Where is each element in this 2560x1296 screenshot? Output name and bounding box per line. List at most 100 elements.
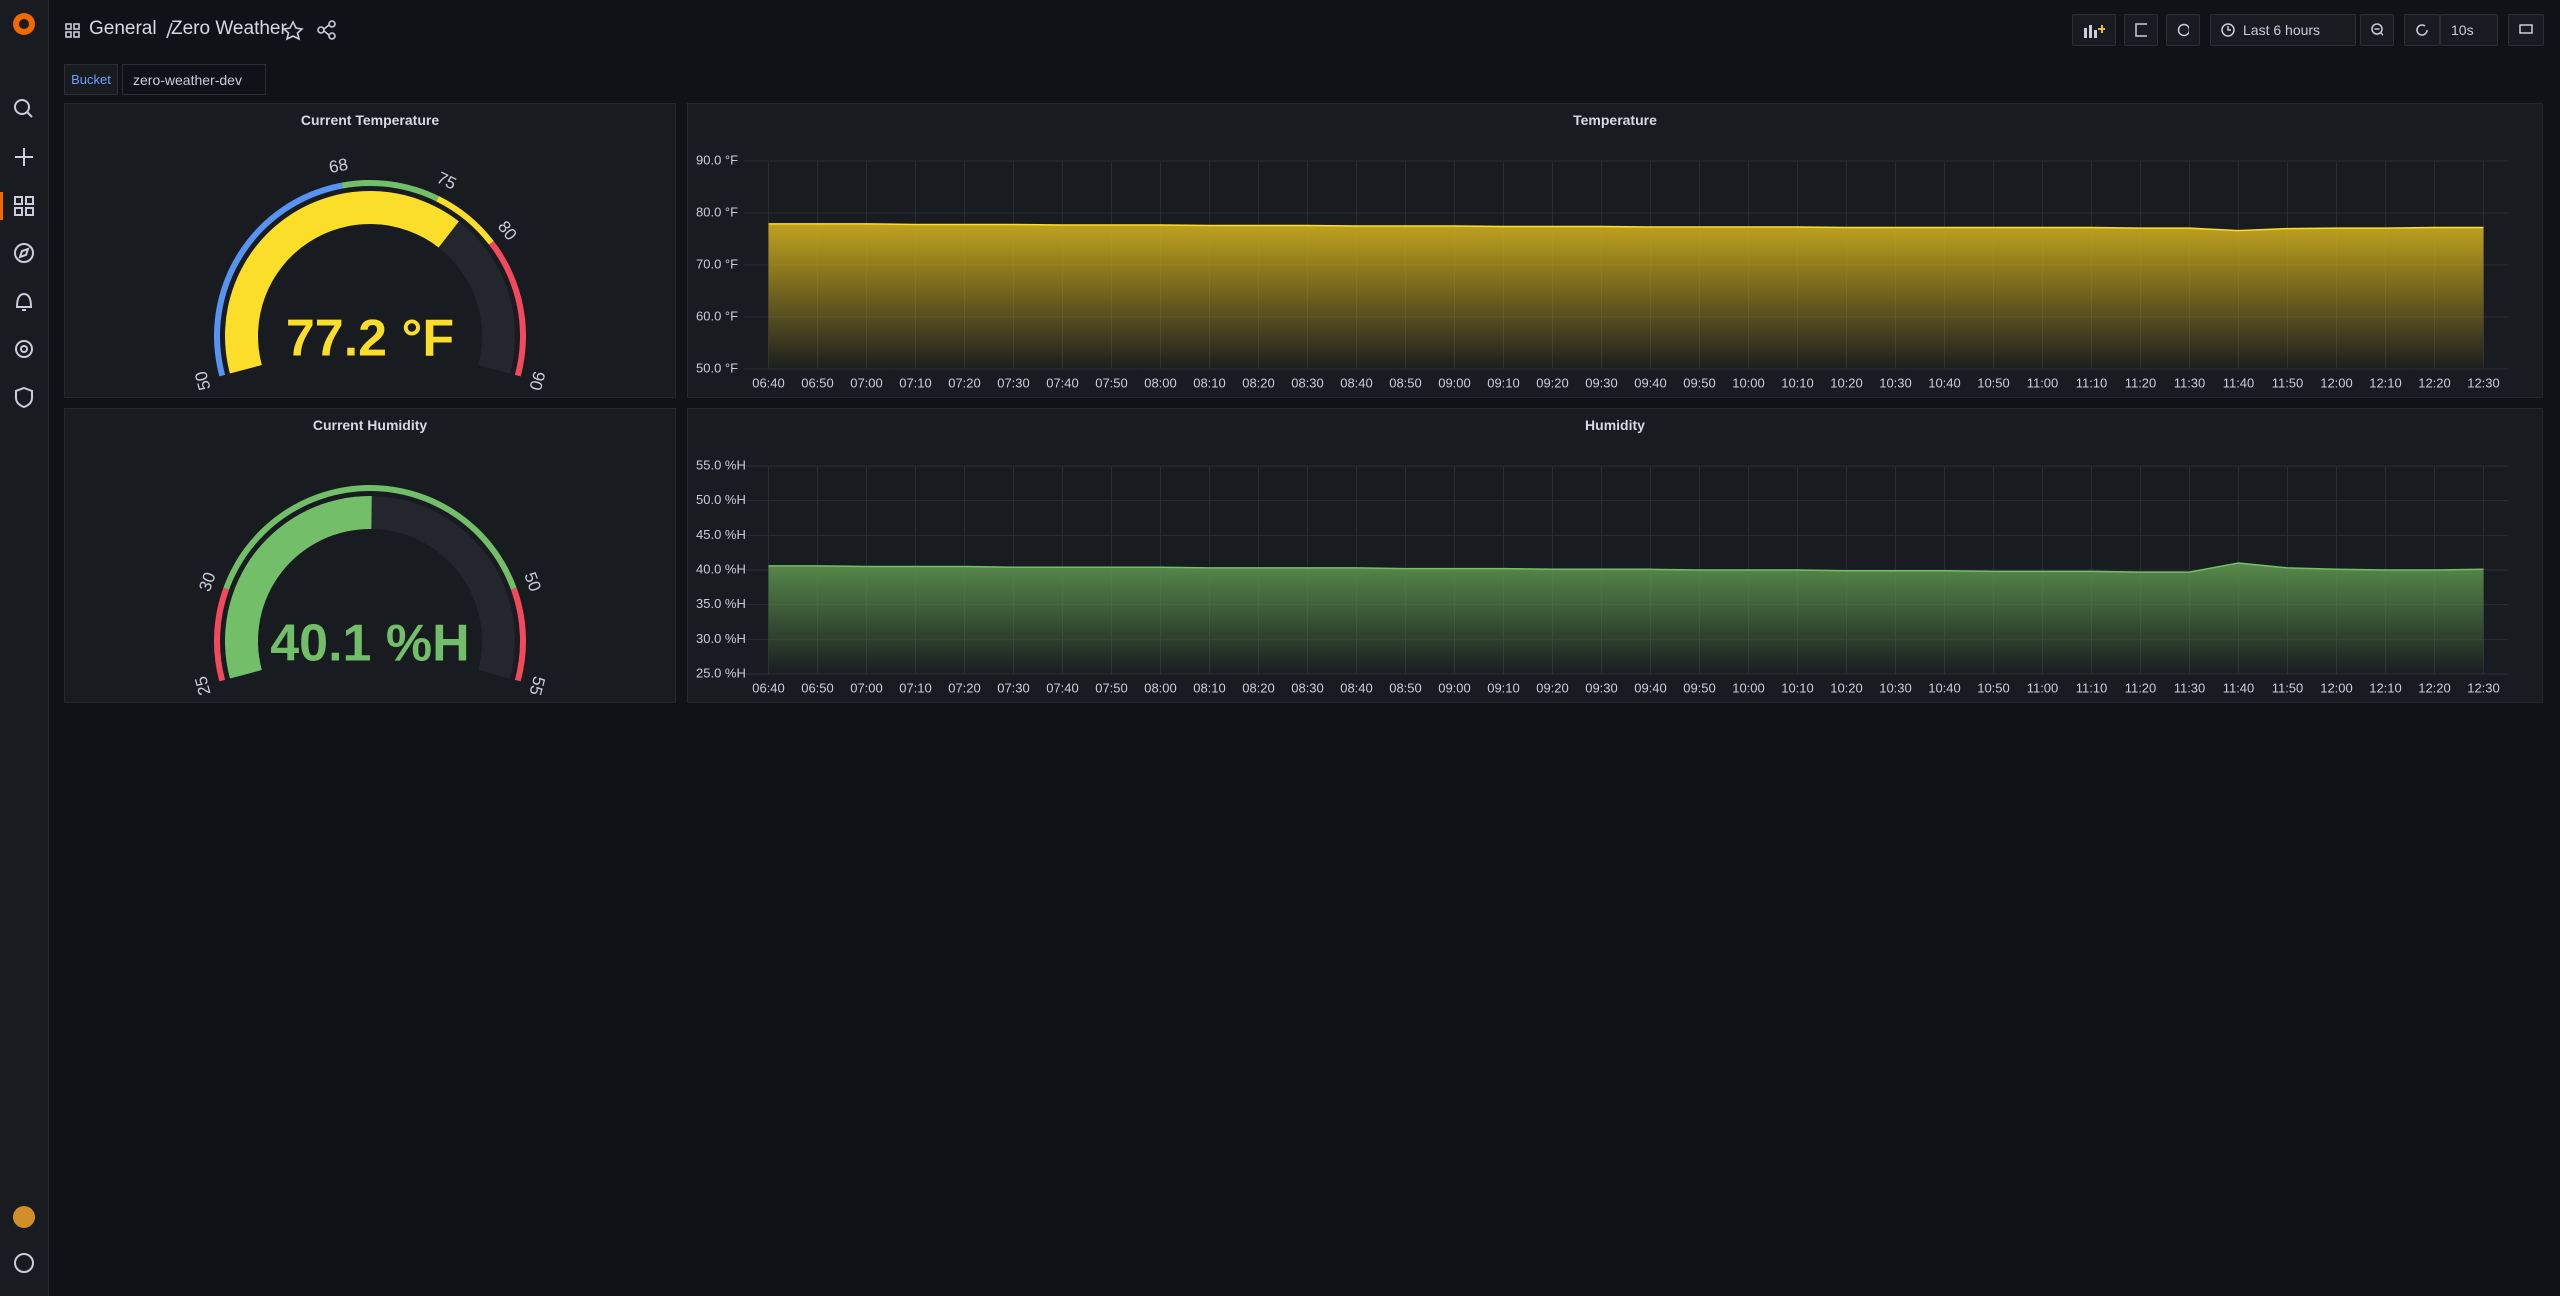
x-tick-label: 11:40: [2223, 680, 2255, 695]
gauge-tick-label: 30: [195, 570, 219, 594]
gauge-value-bar: [225, 191, 459, 374]
x-tick-label: 08:10: [1193, 680, 1226, 695]
settings-icon: [2177, 23, 2189, 37]
time-range: Last 6 hours: [2243, 22, 2321, 38]
dashboard-icon: [65, 23, 80, 38]
x-tick-label: 11:40: [2223, 375, 2255, 390]
server-admin-icon[interactable]: [15, 386, 33, 409]
y-tick-label: 80.0 °F: [696, 204, 738, 219]
x-tick-label: 09:10: [1487, 680, 1520, 695]
add-panel-button[interactable]: [2072, 14, 2116, 46]
x-tick-label: 09:50: [1683, 680, 1716, 695]
breadcrumb-dashboard[interactable]: Zero Weather: [171, 18, 287, 39]
x-tick-label: 08:50: [1389, 375, 1422, 390]
x-tick-label: 08:40: [1340, 375, 1373, 390]
config-icon[interactable]: [15, 340, 33, 358]
explore-icon[interactable]: [14, 243, 34, 263]
threshold-band: [341, 180, 439, 202]
panel-title: Current Humidity: [312, 417, 428, 433]
x-tick-label: 08:00: [1144, 375, 1177, 390]
x-tick-label: 10:20: [1830, 375, 1863, 390]
gauge-tick-label: 75: [434, 168, 459, 193]
x-tick-label: 10:00: [1732, 680, 1765, 695]
x-tick-label: 12:20: [2418, 680, 2451, 695]
x-tick-label: 12:10: [2369, 375, 2402, 390]
x-tick-label: 10:40: [1928, 375, 1961, 390]
help-icon[interactable]: [14, 1253, 34, 1273]
breadcrumb-folder[interactable]: General: [89, 18, 157, 39]
x-tick-label: 11:20: [2125, 680, 2157, 695]
gauge-tick-label: 50: [520, 570, 544, 594]
x-tick-label: 10:50: [1977, 375, 2010, 390]
x-tick-label: 09:40: [1634, 375, 1667, 390]
y-tick-label: 50.0 %H: [696, 492, 746, 507]
x-tick-label: 10:00: [1732, 375, 1765, 390]
threshold-band: [510, 587, 526, 682]
threshold-band: [436, 196, 494, 245]
gauge-tick-label: 90: [525, 369, 548, 392]
panel: 50.0 °F 60.0 °F 70.0 °F 80.0 °F 90.0 °F 06:40…: [687, 103, 2543, 398]
x-tick-label: 11:00: [2027, 680, 2059, 695]
x-tick-label: 07:20: [948, 375, 981, 390]
tv-mode-button[interactable]: [2508, 14, 2544, 46]
clock-icon: [2221, 23, 2235, 37]
refresh-value: 10s: [2451, 22, 2474, 38]
x-tick-label: 08:20: [1242, 680, 1275, 695]
refresh-interval[interactable]: 10s: [2440, 14, 2498, 46]
panel-title: Temperature: [1573, 112, 1657, 128]
x-tick-label: 11:00: [2027, 375, 2059, 390]
y-tick-label: 50.0 °F: [696, 360, 738, 375]
settings-button[interactable]: [2166, 14, 2200, 46]
share-icon[interactable]: [317, 20, 336, 40]
area-fill: [768, 563, 2484, 674]
x-tick-label: 08:30: [1291, 375, 1324, 390]
x-tick-label: 10:10: [1781, 680, 1814, 695]
x-tick-label: 08:10: [1193, 375, 1226, 390]
y-tick-label: 35.0 %H: [696, 596, 746, 611]
x-tick-label: 08:20: [1242, 375, 1275, 390]
top-icons: [65, 20, 336, 41]
save-button[interactable]: [2124, 14, 2158, 46]
threshold-band: [214, 587, 230, 682]
x-tick-label: 09:30: [1585, 375, 1618, 390]
dashboards-icon[interactable]: [14, 196, 34, 216]
panel-chart: 50 68 75 80 90 77.2 °F: [191, 155, 548, 393]
x-tick-label: 07:20: [948, 680, 981, 695]
y-tick-label: 60.0 °F: [696, 308, 738, 323]
x-tick-label: 12:20: [2418, 375, 2451, 390]
zoom-out-button[interactable]: [2360, 14, 2394, 46]
x-tick-label: 08:50: [1389, 680, 1422, 695]
threshold-band: [489, 241, 526, 377]
y-tick-label: 25.0 %H: [696, 665, 746, 680]
search-icon[interactable]: [14, 99, 33, 118]
zoom-icon: [2371, 23, 2383, 37]
panel: 50 68 75 80 90 77.2 °F Current Temperature: [64, 103, 676, 398]
gauge-tick-label: 80: [494, 217, 521, 244]
x-tick-label: 07:00: [850, 680, 883, 695]
x-tick-label: 12:00: [2320, 680, 2353, 695]
x-tick-label: 07:30: [997, 375, 1030, 390]
y-tick-label: 70.0 °F: [696, 256, 738, 271]
refresh-icon: [2416, 24, 2428, 36]
panel-chart: 25 30 50 55 40.1 %H: [191, 484, 549, 697]
x-tick-label: 11:10: [2076, 680, 2108, 695]
x-tick-label: 09:20: [1536, 680, 1569, 695]
x-tick-label: 10:40: [1928, 680, 1961, 695]
x-tick-label: 07:00: [850, 375, 883, 390]
alerting-icon[interactable]: [15, 292, 33, 311]
gauge-tick-label: 25: [191, 674, 214, 697]
x-tick-label: 10:50: [1977, 680, 2010, 695]
x-tick-label: 11:50: [2272, 375, 2304, 390]
variable-select[interactable]: zero-weather-dev: [122, 64, 266, 95]
user-avatar[interactable]: [13, 1206, 35, 1228]
x-tick-label: 06:50: [801, 680, 834, 695]
x-tick-label: 07:10: [899, 375, 932, 390]
create-icon[interactable]: [15, 148, 33, 166]
refresh-button[interactable]: [2404, 14, 2440, 46]
star-icon[interactable]: [282, 20, 304, 41]
save-icon: [2135, 23, 2147, 37]
gauge-tick-label: 55: [525, 674, 548, 697]
time-picker[interactable]: Last 6 hours: [2210, 14, 2356, 46]
y-tick-label: 90.0 °F: [696, 152, 738, 167]
y-tick-label: 55.0 %H: [696, 457, 746, 472]
